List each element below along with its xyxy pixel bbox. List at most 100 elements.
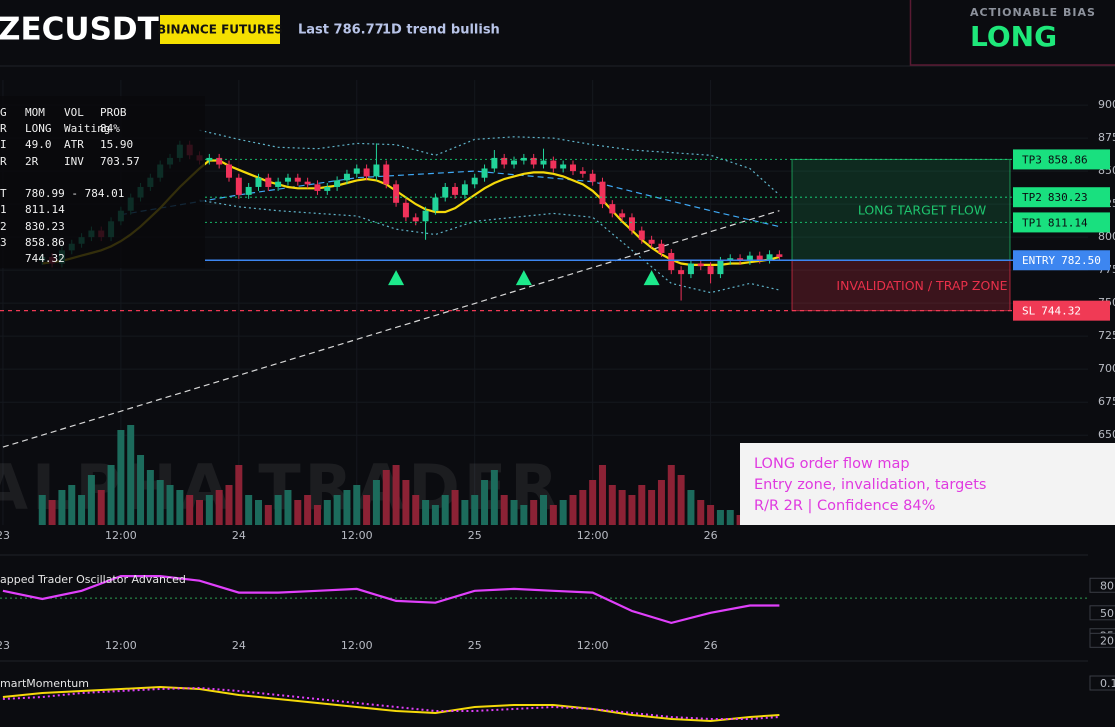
- level-label: SL 744.32: [1022, 305, 1081, 318]
- level-badge: [1013, 250, 1110, 271]
- volume-bar: [186, 495, 194, 525]
- volume-bar: [284, 490, 292, 525]
- candle-body: [471, 177, 478, 185]
- candle-body: [294, 177, 301, 182]
- info-cell: 811.14: [25, 203, 65, 216]
- candle-body: [560, 164, 567, 169]
- volume-bar: [579, 490, 587, 525]
- level-name: ENTRY: [1022, 254, 1055, 267]
- volume-bar: [235, 465, 243, 525]
- y-tick-label: 0.1: [1100, 677, 1115, 690]
- candle-body: [216, 157, 223, 165]
- volume-bar: [156, 480, 164, 525]
- volume-bar: [196, 500, 204, 525]
- volume-bar: [146, 470, 154, 525]
- volume-bar: [510, 500, 518, 525]
- volume-bar: [648, 490, 656, 525]
- candle-body: [697, 263, 704, 267]
- volume-bar: [205, 495, 213, 525]
- volume-bar: [431, 505, 439, 525]
- x-tick-label: 26: [704, 529, 718, 542]
- volume-bar: [274, 495, 282, 525]
- x-tick-label: 12:00: [577, 639, 609, 652]
- indicator-line: [2, 685, 780, 723]
- volume-bar: [382, 470, 390, 525]
- volume-bar: [520, 505, 528, 525]
- y-tick-label: 80: [1100, 579, 1114, 592]
- candle-body: [668, 252, 675, 271]
- volume-bar: [245, 495, 253, 525]
- signal-triangle: [388, 270, 405, 286]
- candle-body: [658, 243, 665, 253]
- volume-bar: [402, 480, 410, 525]
- last-price: Last 786.77: [298, 23, 384, 38]
- overlay-line: [199, 199, 780, 294]
- candle-body: [491, 157, 498, 169]
- info-cell: R: [0, 155, 7, 168]
- volume-bar: [608, 485, 616, 525]
- x-tick-label: 25: [468, 529, 482, 542]
- volume-bar: [667, 465, 675, 525]
- level-value: 811.14: [1048, 216, 1088, 229]
- level-badge: [1013, 187, 1110, 208]
- volume-bar: [176, 490, 184, 525]
- candle-body: [746, 255, 753, 261]
- annotation-line: R/R 2R | Confidence 84%: [754, 498, 935, 514]
- zone-label: LONG TARGET FLOW: [858, 202, 986, 217]
- volume-bar: [726, 510, 734, 525]
- info-cell: I: [0, 138, 7, 151]
- volume-bar: [628, 495, 636, 525]
- info-cell: INV: [64, 155, 84, 168]
- level-name: TP3: [1022, 153, 1042, 166]
- candle-body: [520, 157, 527, 161]
- pane-title: martMomentum: [0, 677, 89, 690]
- info-cell: 15.90: [100, 138, 133, 151]
- candle-body: [206, 157, 213, 161]
- info-panel: [0, 96, 205, 268]
- candle-body: [756, 255, 763, 260]
- volume-bar: [107, 465, 115, 525]
- info-cell: 780.99 - 784.01: [25, 187, 124, 200]
- info-cell: 3: [0, 236, 7, 249]
- candle-body: [304, 181, 311, 185]
- volume-bar: [166, 485, 174, 525]
- candle-body: [373, 164, 380, 177]
- y-tick-label: 650: [1098, 428, 1115, 441]
- y-tick-label: 900: [1098, 98, 1115, 111]
- y-tick-box: [1089, 605, 1115, 621]
- info-cell: VOL: [64, 106, 84, 119]
- candle-body: [235, 177, 242, 195]
- x-tick-label: 26: [704, 639, 718, 652]
- x-tick-label: 12:00: [341, 639, 373, 652]
- symbol: ZECUSDT: [0, 12, 159, 48]
- y-tick-label: 20: [1100, 634, 1114, 647]
- volume-bar: [422, 500, 430, 525]
- info-cell: ATR: [64, 138, 84, 151]
- candle-body: [599, 181, 606, 205]
- overlay-layer: 6506757007257507758008258508759002312:00…: [0, 96, 1115, 691]
- volume-bar: [471, 495, 479, 525]
- bias-box: [909, 0, 1115, 66]
- info-cell: 830.23: [25, 220, 65, 233]
- volume-bar: [657, 480, 665, 525]
- y-tick-box: [1089, 675, 1115, 691]
- info-cell: 858.86: [25, 236, 65, 249]
- overlay-line: [199, 129, 780, 196]
- volume-bar: [569, 495, 577, 525]
- x-tick-label: 12:00: [105, 639, 137, 652]
- candle-body: [412, 217, 419, 222]
- volume-bar: [78, 495, 86, 525]
- info-cell: PROB: [100, 106, 127, 119]
- level-value: 858.86: [1048, 153, 1088, 166]
- bias-value: LONG: [970, 20, 1057, 53]
- info-cell: 84%: [100, 122, 120, 135]
- candle-body: [422, 210, 429, 222]
- info-cell: 49.0: [25, 138, 52, 151]
- candle-body: [383, 164, 390, 185]
- volume-bar: [215, 490, 223, 525]
- volume-bar: [540, 495, 548, 525]
- x-tick-label: 24: [232, 639, 246, 652]
- info-cell: MOM: [25, 106, 45, 119]
- volume-bar: [598, 465, 606, 525]
- volume-bar: [372, 480, 380, 525]
